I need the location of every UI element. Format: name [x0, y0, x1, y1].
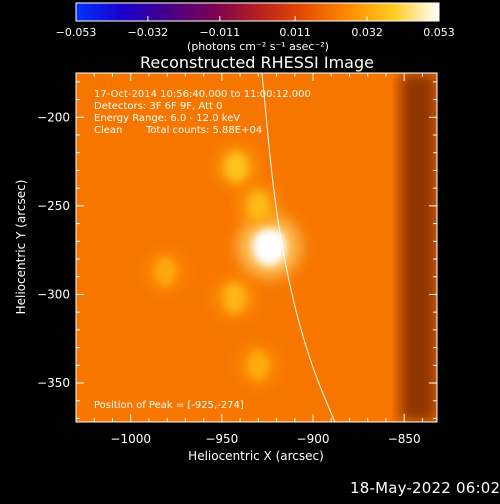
solar-limb-curve — [261, 73, 336, 422]
y-tick-label: −250 — [37, 199, 70, 213]
colorbar-ticks: −0.053 −0.032 −0.011 0.011 0.032 0.053 — [56, 16, 455, 39]
x-tick-label: −1000 — [110, 432, 151, 446]
emission-source — [223, 283, 246, 313]
colorbar-unit-label: (photons cm⁻² s⁻¹ asec⁻²) — [187, 40, 329, 53]
axes: −1000 −950 −900 −850 −200 −250 −300 −350 — [37, 73, 437, 446]
chart-title: Reconstructed RHESSI Image — [140, 53, 374, 72]
colorbar-tick-label: −0.032 — [128, 26, 169, 39]
colorbar-tick-label: 0.011 — [279, 26, 311, 39]
annotation-counts: Total counts: 5.88E+04 — [145, 125, 262, 136]
annotation-energy: Energy Range: 6.0 - 12.0 keV — [94, 113, 240, 124]
colorbar-tick-label: 0.053 — [423, 26, 455, 39]
emission-source-peak — [261, 237, 278, 256]
plot-frame — [75, 72, 438, 423]
x-tick-label: −850 — [388, 432, 421, 446]
plot-area — [76, 73, 437, 422]
colorbar-tick-label: −0.053 — [56, 26, 97, 39]
x-tick-label: −900 — [297, 432, 330, 446]
image-right-dark-edge — [400, 73, 437, 422]
y-tick-label: −350 — [37, 376, 70, 390]
emission-source — [247, 191, 270, 221]
annotation-method: Clean — [94, 125, 122, 136]
footer-timestamp: 18-May-2022 06:02 — [350, 479, 500, 497]
emission-source — [154, 256, 177, 287]
y-tick-label: −300 — [37, 287, 70, 301]
emission-sources — [144, 145, 302, 387]
annotation-peak: Position of Peak = [-925,-274] — [94, 400, 244, 411]
colorbar-tick-label: −0.011 — [199, 26, 240, 39]
annotation-time: 17-Oct-2014 10:56:40.000 to 11:00:12.000 — [94, 89, 311, 100]
colorbar: −0.053 −0.032 −0.011 0.011 0.032 0.053 (photo… — [56, 2, 455, 53]
colorbar-tick-label: 0.032 — [351, 26, 383, 39]
y-axis-label: Heliocentric Y (arcsec) — [14, 180, 28, 315]
emission-source — [247, 350, 270, 381]
annotation-detectors: Detectors: 3F 6F 9F, Att 0 — [94, 101, 222, 112]
annotations: 17-Oct-2014 10:56:40.000 to 11:00:12.000… — [94, 89, 311, 411]
y-tick-label: −200 — [37, 110, 70, 124]
colorbar-gradient — [75, 2, 440, 22]
emission-source — [225, 152, 248, 182]
x-tick-label: −950 — [205, 432, 238, 446]
x-axis-label: Heliocentric X (arcsec) — [188, 449, 324, 463]
